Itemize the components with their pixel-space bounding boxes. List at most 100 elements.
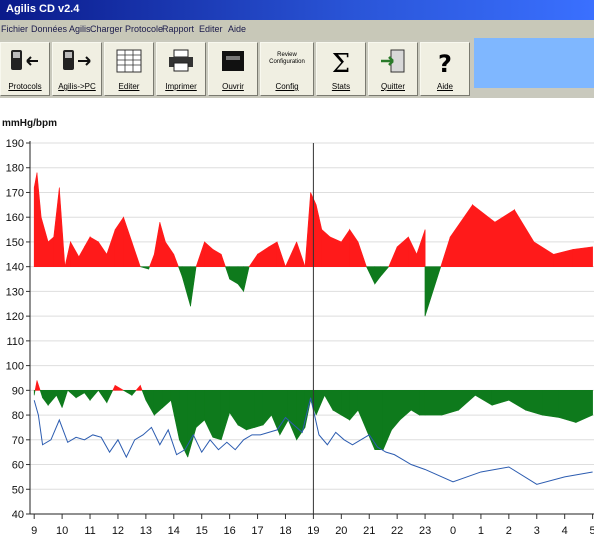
protocols-button[interactable]: Protocols bbox=[0, 42, 50, 96]
systolic-area bbox=[229, 266, 239, 285]
imprimer-label: Imprimer bbox=[165, 82, 197, 91]
diastolic-area bbox=[458, 390, 476, 411]
diastolic-area bbox=[315, 390, 325, 416]
x-tick-label: 4 bbox=[562, 525, 568, 537]
systolic-area bbox=[321, 228, 331, 267]
diastolic-area bbox=[508, 390, 526, 411]
systolic-area bbox=[248, 253, 258, 267]
menu-aide[interactable]: Aide bbox=[228, 24, 247, 34]
agilis-to-pc-label: Agilis->PC bbox=[58, 82, 96, 91]
stats-button[interactable]: Σ Stats bbox=[316, 42, 366, 96]
x-tick-label: 1 bbox=[478, 525, 484, 537]
diastolic-area bbox=[89, 390, 100, 402]
quitter-button[interactable]: Quitter bbox=[368, 42, 418, 96]
systolic-area bbox=[159, 222, 166, 267]
menu-donnees-agilis[interactable]: Données Agilis bbox=[31, 24, 91, 34]
device-to-pc-icon bbox=[60, 48, 94, 79]
ouvrir-label: Ouvrir bbox=[222, 82, 244, 91]
x-tick-label: 3 bbox=[534, 525, 540, 537]
systolic-area bbox=[276, 241, 286, 267]
x-tick-label: 5 bbox=[590, 525, 594, 537]
systolic-area bbox=[114, 216, 124, 267]
systolic-area bbox=[178, 266, 183, 277]
diastolic-area bbox=[195, 390, 205, 429]
systolic-area bbox=[514, 208, 535, 267]
y-tick-label: 90 bbox=[12, 385, 24, 397]
x-tick-label: 22 bbox=[391, 525, 403, 537]
menu-charger-protocole[interactable]: Charger Protocole bbox=[90, 24, 164, 34]
diastolic-area bbox=[122, 390, 133, 396]
x-tick-label: 10 bbox=[56, 525, 68, 537]
diastolic-area bbox=[382, 390, 392, 450]
quitter-label: Quitter bbox=[380, 82, 405, 91]
menu-editer[interactable]: Editer bbox=[199, 24, 223, 34]
aide-button[interactable]: ? Aide bbox=[420, 42, 470, 96]
diastolic-area bbox=[145, 390, 155, 417]
systolic-area bbox=[40, 217, 49, 267]
diastolic-area bbox=[141, 390, 147, 401]
diastolic-area bbox=[410, 390, 420, 416]
systolic-area bbox=[533, 241, 554, 267]
diastolic-area bbox=[424, 390, 443, 416]
diastolic-area bbox=[324, 390, 334, 412]
diastolic-area bbox=[220, 390, 230, 440]
systolic-area bbox=[268, 241, 278, 267]
systolic-area bbox=[304, 192, 311, 267]
diastolic-area bbox=[61, 390, 69, 408]
exit-door-icon bbox=[379, 48, 407, 79]
systolic-area bbox=[70, 240, 80, 267]
systolic-area bbox=[243, 266, 250, 292]
heart-rate-line bbox=[33, 397, 593, 485]
y-tick-label: 190 bbox=[6, 138, 24, 150]
x-tick-label: 2 bbox=[506, 525, 512, 537]
x-tick-label: 11 bbox=[84, 525, 95, 537]
editer-button[interactable]: Editer bbox=[104, 42, 154, 96]
y-tick-label: 60 bbox=[12, 460, 24, 472]
systolic-area bbox=[424, 266, 442, 317]
systolic-area bbox=[33, 172, 38, 267]
device-import-icon bbox=[8, 48, 42, 79]
diastolic-area bbox=[66, 390, 77, 399]
menu-rapport[interactable]: Rapport bbox=[162, 24, 195, 34]
diastolic-area bbox=[374, 390, 384, 450]
diastolic-area bbox=[525, 390, 543, 416]
diastolic-area bbox=[332, 390, 342, 416]
chart-axes: 4050607080901001101201301401501601701801… bbox=[6, 138, 594, 537]
diastolic-area bbox=[542, 390, 560, 418]
agilis-to-pc-button[interactable]: Agilis->PC bbox=[52, 42, 102, 96]
x-tick-label: 13 bbox=[140, 525, 152, 537]
systolic-area bbox=[165, 240, 175, 267]
systolic-area bbox=[78, 245, 85, 267]
y-tick-label: 50 bbox=[12, 484, 24, 496]
diastolic-area bbox=[262, 390, 272, 426]
y-tick-label: 140 bbox=[6, 262, 24, 274]
review-config-icon: Review Configuration bbox=[269, 52, 305, 65]
imprimer-button[interactable]: Imprimer bbox=[156, 42, 206, 96]
y-tick-label: 70 bbox=[12, 435, 24, 447]
systolic-area bbox=[225, 266, 230, 280]
systolic-area bbox=[204, 241, 214, 267]
diastolic-area bbox=[97, 390, 108, 404]
spreadsheet-icon bbox=[115, 48, 143, 79]
systolic-area bbox=[123, 217, 133, 267]
diastolic-area bbox=[296, 390, 306, 441]
x-tick-label: 20 bbox=[335, 525, 347, 537]
diastolic-area bbox=[131, 390, 137, 397]
config-button[interactable]: Review Configuration Config bbox=[260, 42, 314, 96]
systolic-area bbox=[220, 254, 226, 267]
protocols-label: Protocols bbox=[8, 82, 42, 91]
systolic-area bbox=[449, 203, 473, 267]
diastolic-area bbox=[246, 390, 256, 431]
chart-area bbox=[0, 98, 594, 540]
x-tick-label: 0 bbox=[450, 525, 456, 537]
systolic-area bbox=[47, 236, 55, 267]
menu-fichier[interactable]: Fichier bbox=[1, 24, 29, 34]
systolic-area bbox=[553, 248, 574, 267]
systolic-area bbox=[173, 254, 179, 267]
diastolic-area bbox=[187, 390, 197, 458]
diastolic-area bbox=[114, 384, 125, 391]
y-tick-label: 100 bbox=[6, 361, 24, 373]
y-tick-label: 130 bbox=[6, 286, 24, 298]
ouvrir-button[interactable]: Ouvrir bbox=[208, 42, 258, 96]
systolic-area bbox=[148, 266, 151, 270]
